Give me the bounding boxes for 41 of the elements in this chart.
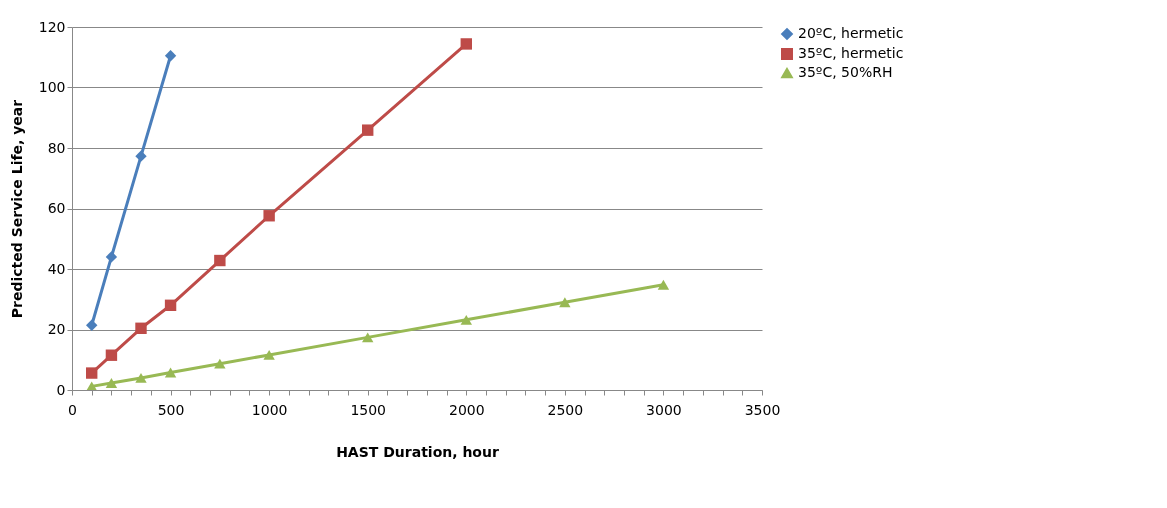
point bbox=[135, 322, 147, 334]
x-tick-label: 3000 bbox=[646, 401, 682, 418]
point bbox=[362, 124, 374, 136]
x-tick-label: 1500 bbox=[350, 401, 387, 418]
legend-label: 35ºC, 50%RH bbox=[798, 64, 893, 80]
point bbox=[135, 372, 147, 383]
y-tick-label: 60 bbox=[47, 200, 66, 216]
point bbox=[105, 378, 118, 388]
point bbox=[263, 349, 275, 360]
y-axis-title: Predicted Service Life, year bbox=[8, 99, 25, 319]
x-axis-title: HAST Duration, hour bbox=[336, 443, 499, 460]
point bbox=[86, 367, 98, 379]
x-tick-label: 0 bbox=[68, 401, 77, 418]
point bbox=[460, 38, 472, 50]
point bbox=[164, 50, 177, 62]
point bbox=[559, 297, 571, 308]
y-tick-label: 0 bbox=[56, 381, 66, 398]
y-tick-label: 100 bbox=[38, 79, 66, 95]
point bbox=[164, 367, 177, 378]
point bbox=[164, 299, 177, 311]
x-tick-label: 3500 bbox=[744, 401, 781, 418]
y-tick-label: 80 bbox=[47, 139, 66, 156]
legend-label: 20ºC, hermetic bbox=[798, 25, 904, 41]
point bbox=[105, 251, 118, 263]
x-tick-label: 1000 bbox=[251, 401, 288, 418]
point bbox=[362, 332, 374, 343]
point bbox=[214, 358, 226, 369]
y-tick-label: 20 bbox=[47, 321, 66, 337]
point bbox=[460, 314, 472, 325]
point bbox=[214, 254, 226, 267]
y-tick-label: 120 bbox=[38, 18, 66, 35]
point bbox=[105, 349, 118, 361]
y-tick-label: 40 bbox=[47, 260, 66, 277]
point bbox=[263, 210, 275, 222]
point bbox=[135, 150, 147, 162]
point bbox=[657, 279, 670, 290]
point bbox=[86, 319, 98, 331]
legend-label: 35ºC, hermetic bbox=[798, 45, 904, 61]
x-tick-label: 500 bbox=[157, 401, 185, 418]
x-tick-label: 2500 bbox=[547, 401, 584, 418]
x-tick-label: 2000 bbox=[448, 401, 485, 418]
